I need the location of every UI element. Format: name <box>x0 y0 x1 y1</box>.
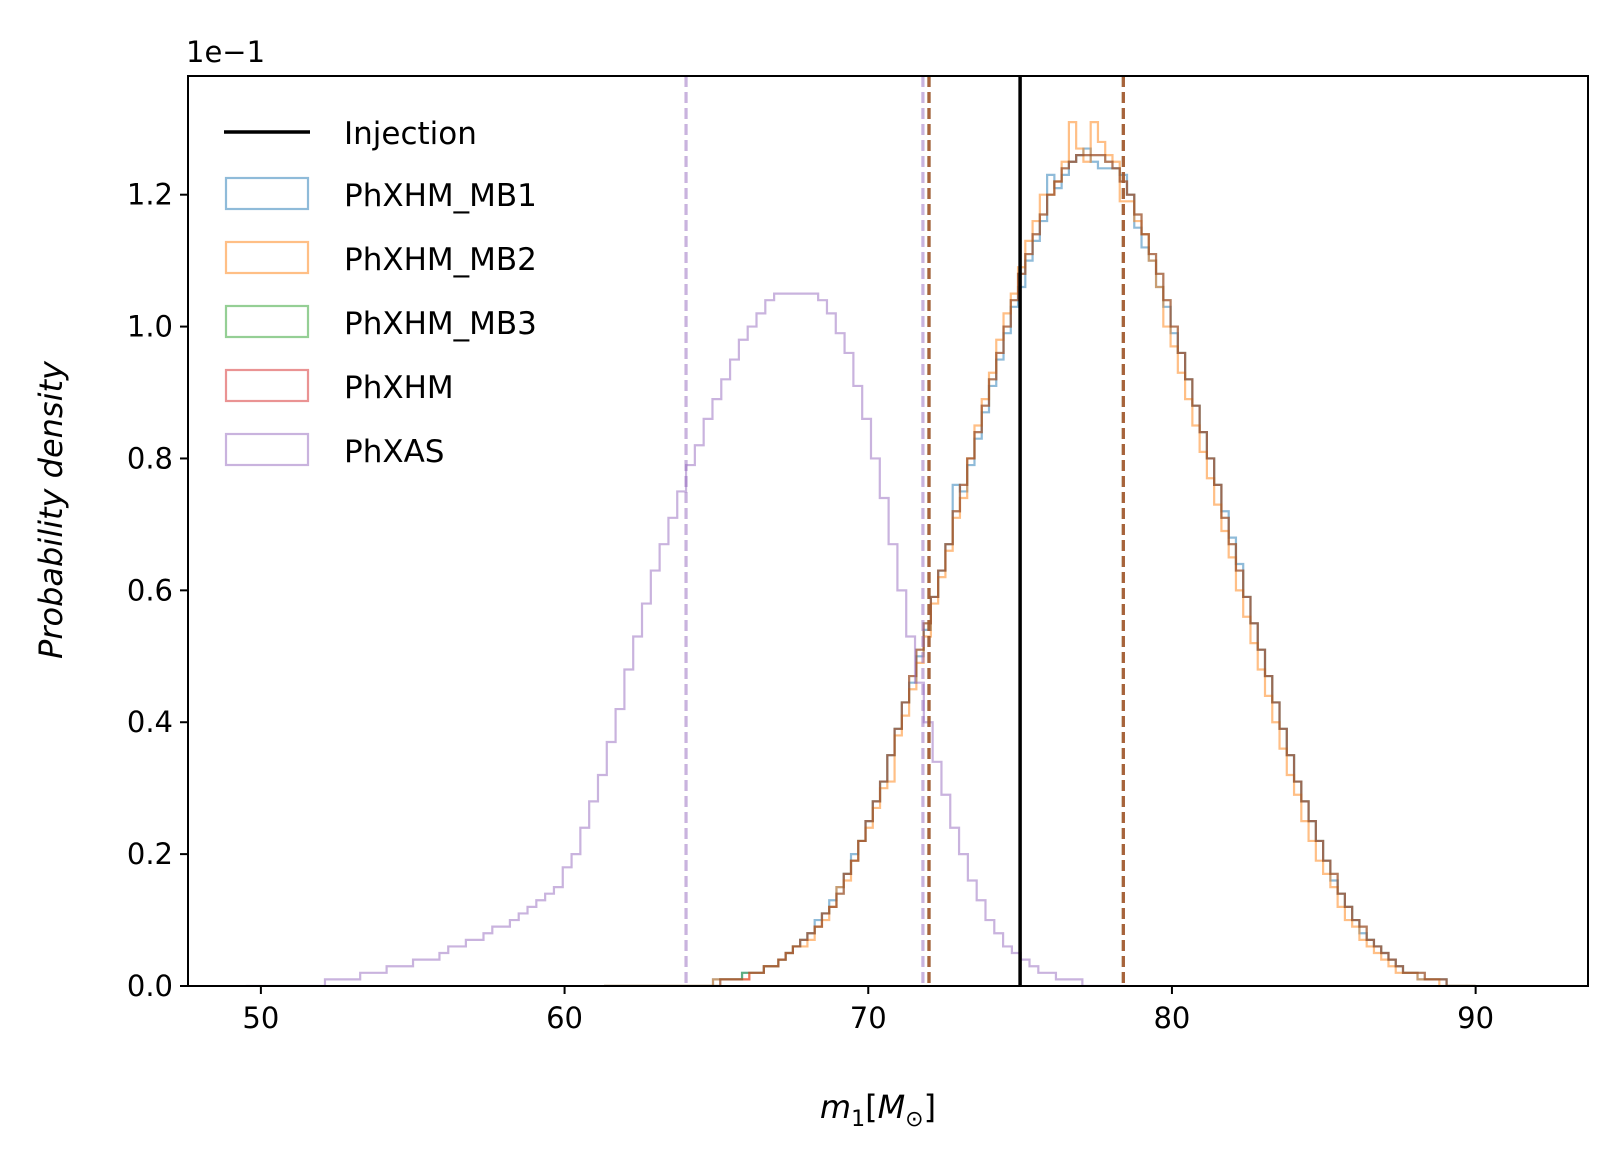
y-scale-label: 1e−1 <box>186 35 265 69</box>
x-tick-label: 60 <box>546 1001 583 1035</box>
y-tick-label: 0.2 <box>127 837 173 871</box>
legend: Injection PhXHM_MB1 PhXHM_MB2 PhXHM_MB3 PhX… <box>224 116 537 470</box>
y-tick-label: 0.4 <box>127 705 173 739</box>
plot-frame <box>187 75 1589 987</box>
legend-label-phxhm: PhXHM <box>344 370 454 406</box>
x-label-symbol: m <box>820 1088 851 1126</box>
x-tick-label: 80 <box>1153 1001 1190 1035</box>
x-label-bracket-close: ] <box>924 1088 936 1126</box>
legend-label-injection: Injection <box>344 116 477 152</box>
y-tick-label: 0.8 <box>127 441 173 475</box>
legend-label-phxas: PhXAS <box>344 434 444 470</box>
x-label-unit-sub: ⊙ <box>905 1107 923 1132</box>
legend-swatch-phxhm-mb2 <box>224 240 310 275</box>
plot-area <box>245 76 1476 986</box>
histogram-phxas <box>245 292 1127 986</box>
y-tick-label: 1.0 <box>127 310 173 344</box>
x-label-bracket-open: [ <box>865 1088 877 1126</box>
axis-ticks: 50 60 70 80 90 0.0 0.2 0.4 0.6 0.8 1.0 1.2 <box>127 178 1494 1035</box>
y-tick-label: 0.6 <box>127 573 173 607</box>
y-tick-label: 1.2 <box>127 178 173 212</box>
legend-swatch-phxhm <box>224 368 310 403</box>
x-tick-label: 90 <box>1457 1001 1494 1035</box>
legend-swatch-phxhm-mb3 <box>224 304 310 339</box>
y-tick-label: 0.0 <box>127 969 173 1003</box>
legend-swatch-phxhm-mb1 <box>224 176 310 211</box>
x-tick-label: 50 <box>242 1001 279 1035</box>
y-axis-label: Probability density <box>32 360 70 659</box>
x-label-unit: M <box>878 1088 906 1126</box>
legend-label-phxhm-mb2: PhXHM_MB2 <box>344 242 537 278</box>
x-tick-label: 70 <box>850 1001 887 1035</box>
legend-label-phxhm-mb1: PhXHM_MB1 <box>344 178 537 214</box>
histogram-phxhm <box>604 154 1476 986</box>
x-label-sub: 1 <box>851 1107 865 1132</box>
legend-swatch-phxas <box>224 432 310 467</box>
histogram-phxhm-mb2 <box>604 121 1476 986</box>
x-axis-label: m1[M⊙] <box>820 1088 936 1132</box>
legend-label-phxhm-mb3: PhXHM_MB3 <box>344 306 537 342</box>
